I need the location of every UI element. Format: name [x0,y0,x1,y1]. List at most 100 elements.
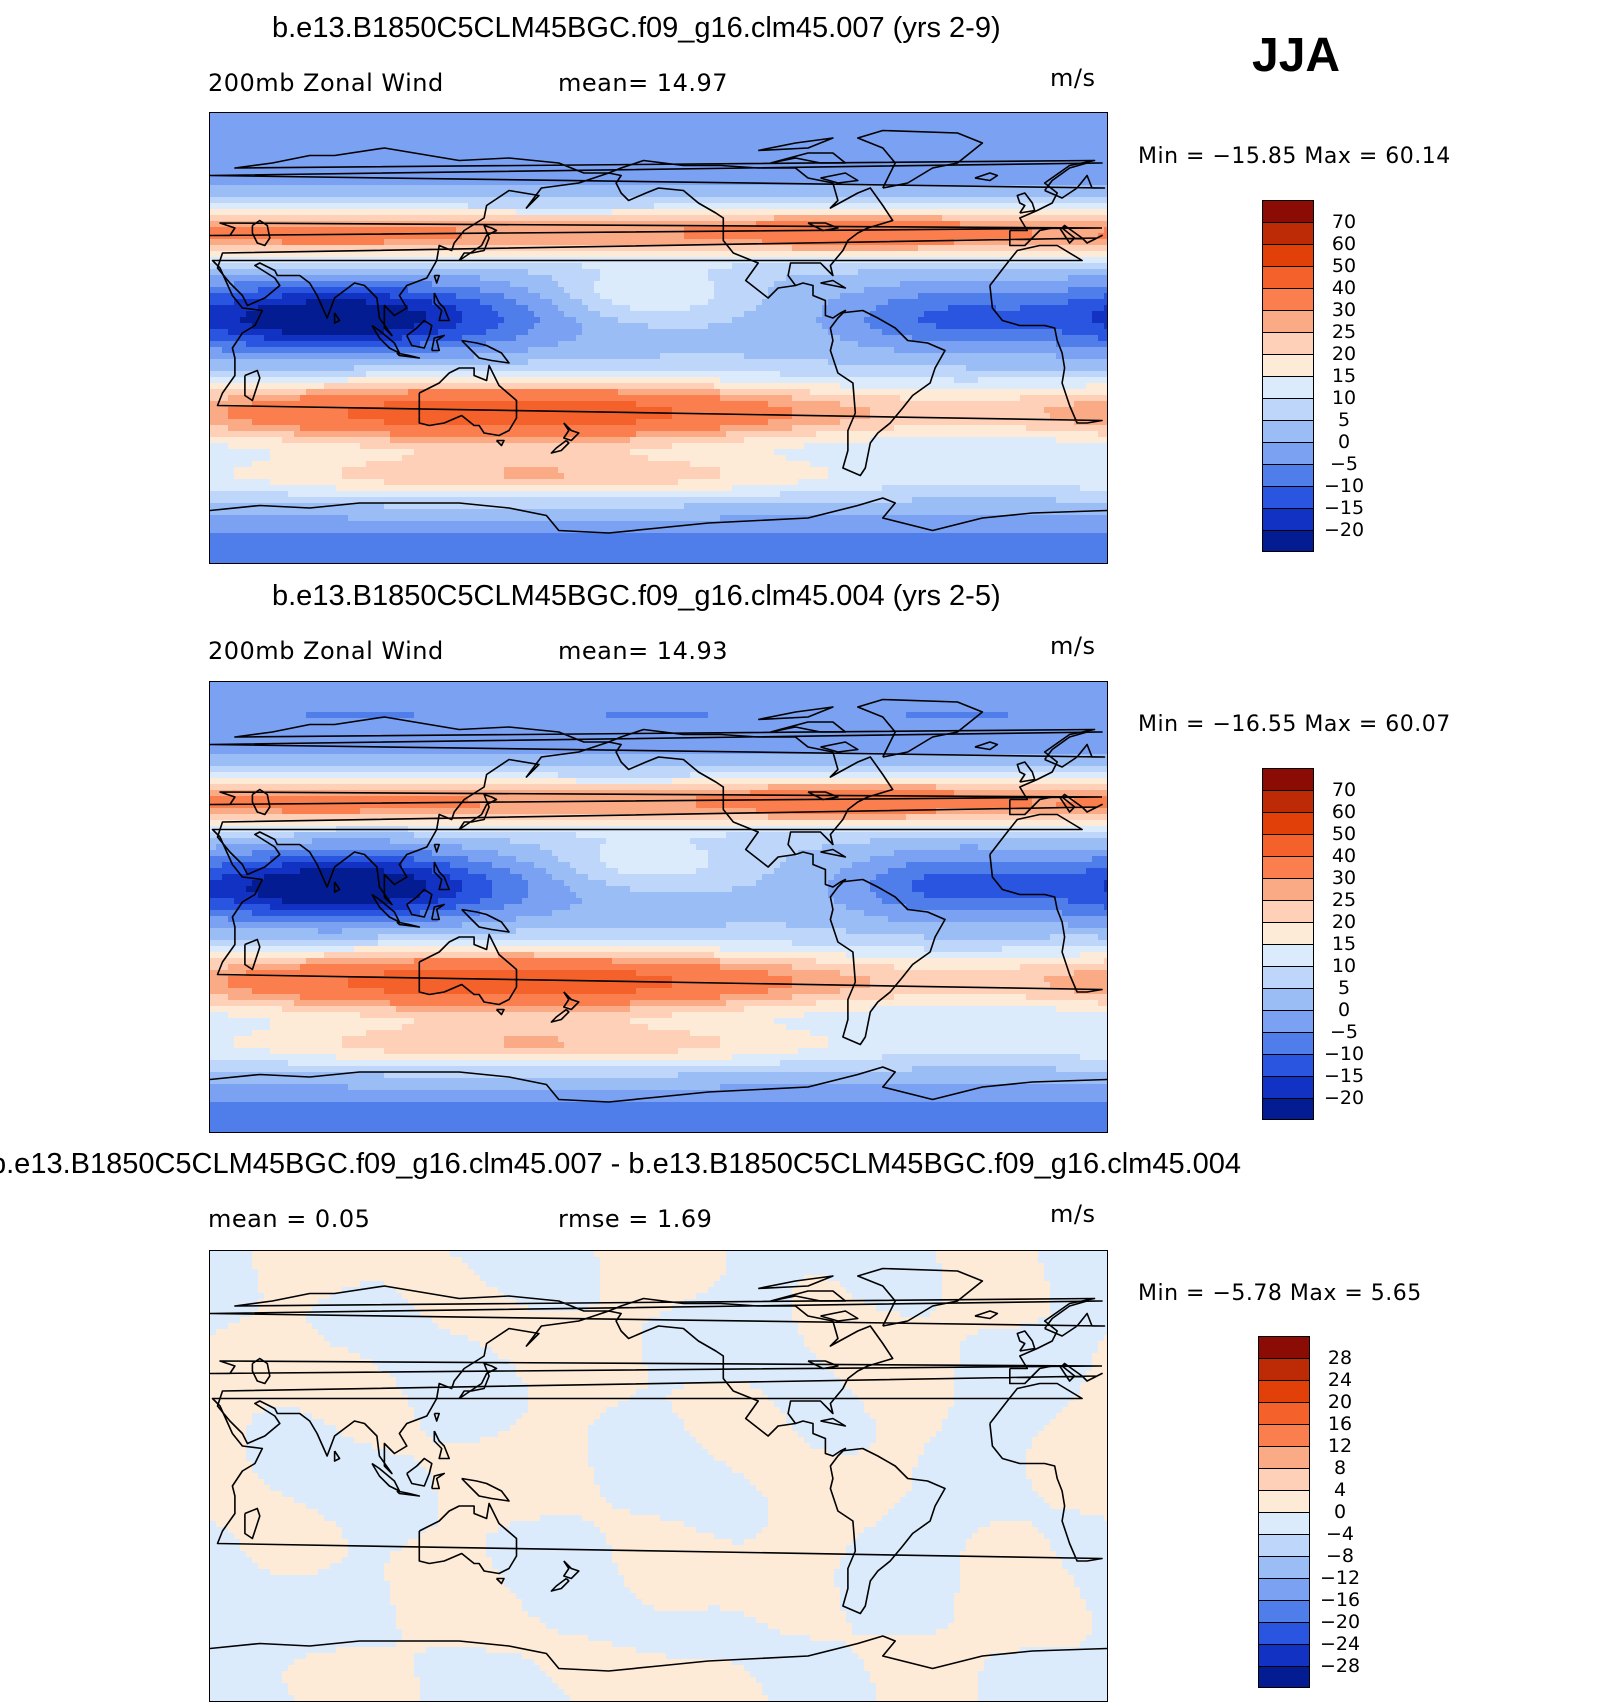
colorbar-tick-label: 50 [1319,255,1369,277]
colorbar-tick-label: 16 [1315,1413,1365,1435]
panel-3-map [209,1250,1108,1702]
colorbar-tick-label: 70 [1319,211,1369,233]
coastline [396,352,421,359]
panel-1-units-label: m/s [1050,64,1095,92]
coastline [974,172,999,182]
coastline [820,848,847,858]
coastline [431,334,445,352]
colorbar-swatch [1258,1644,1310,1666]
colorbar-swatch [1262,1010,1314,1032]
colorbar-tick-label: 25 [1319,321,1369,343]
coastline [770,721,847,733]
colorbar-swatch [1258,1336,1310,1358]
colorbar-swatch [1262,222,1314,244]
coastline [433,274,440,284]
colorbar-tick-label: 60 [1319,801,1369,823]
coastline [396,1490,421,1497]
coastline [974,1310,999,1320]
coastline [807,222,839,232]
coastline [210,731,1106,768]
colorbar-swatch [1258,1468,1310,1490]
colorbar-tick-label: 5 [1319,409,1369,431]
panel-1-mean-label: mean= 14.97 [558,69,728,97]
panel-2-mean-label: mean= 14.93 [558,637,728,665]
colorbar-swatch [1262,768,1314,790]
colorbar-swatch [1258,1380,1310,1402]
colorbar-tick-label: 70 [1319,779,1369,801]
colorbar-tick-label: 0 [1319,431,1369,453]
panel-3-title: b.e13.B1850C5CLM45BGC.f09_g16.clm45.007 … [0,1148,1241,1181]
colorbar-swatch [1258,1600,1310,1622]
coastline [608,1310,796,1437]
colorbar-swatch [1262,834,1314,856]
coastline [458,1362,498,1400]
colorbar-tick-label: 30 [1319,299,1369,321]
coastline [244,938,261,971]
colorbar-swatch [1258,1622,1310,1644]
coastline [244,1507,261,1540]
coastline [216,147,1103,337]
colorbar-swatch [1258,1490,1310,1512]
colorbar-tick-label: −5 [1319,453,1369,475]
colorbar-swatch [1262,530,1314,552]
coastline [211,813,1103,993]
coastline [461,1477,510,1502]
colorbar-swatch [1262,922,1314,944]
coastline [431,903,445,921]
coastline [461,339,510,364]
coastline [211,244,1103,424]
coastline [210,497,1107,534]
colorbar-tick-label: −5 [1319,1021,1369,1043]
panel-1-map [209,112,1108,564]
colorbar-swatch [1262,1054,1314,1076]
coastline [210,162,1106,199]
colorbar-swatch [1262,266,1314,288]
coastline [433,1430,450,1460]
panel-1-variable-label: 200mb Zonal Wind [208,69,444,97]
colorbar-tick-label: 25 [1319,889,1369,911]
coastline [495,1008,505,1016]
colorbar-swatch [1262,398,1314,420]
colorbar-tick-label: 15 [1319,933,1369,955]
colorbar-tick-label: −12 [1315,1567,1365,1589]
colorbar-tick-label: −28 [1315,1655,1365,1677]
colorbar-tick-label: 20 [1315,1391,1365,1413]
coastline [418,1502,518,1575]
coastline [758,1275,834,1290]
colorbar-swatch [1258,1534,1310,1556]
colorbar-tick-label: 30 [1319,867,1369,889]
coastline [758,137,834,152]
colorbar-tick-label: −4 [1315,1523,1365,1545]
coastline [433,292,450,322]
coastline [458,793,498,831]
coastline [608,728,946,1046]
colorbar-swatch [1262,486,1314,508]
coastline [495,1577,505,1585]
colorbar-swatch [1262,442,1314,464]
colorbar-swatch [1262,856,1314,878]
colorbar-tick-label: −20 [1319,1087,1369,1109]
coastline [608,172,796,299]
map-field [210,1251,1107,1701]
coastline [216,1285,1103,1475]
panel-3-minmax: Min = −5.78 Max = 5.65 [1138,1281,1422,1306]
colorbar-tick-label: 15 [1319,365,1369,387]
coastline [608,741,796,868]
colorbar-tick-label: 60 [1319,233,1369,255]
panel-1-title: b.e13.B1850C5CLM45BGC.f09_g16.clm45.007 … [272,12,1001,45]
coastline [550,1008,570,1023]
coastline [856,698,984,758]
coastline [562,991,580,1011]
colorbar-tick-label: −10 [1319,1043,1369,1065]
coastline [820,1310,859,1322]
panel-2-units-label: m/s [1050,632,1095,660]
colorbar-swatch [1262,1032,1314,1054]
coastline [495,439,505,447]
coastline [244,369,261,402]
coastline [433,843,440,853]
colorbar-swatch [1258,1666,1310,1688]
coastline [406,1457,433,1487]
coastline [418,933,518,1006]
coastline [396,921,421,928]
coastline [807,791,839,801]
